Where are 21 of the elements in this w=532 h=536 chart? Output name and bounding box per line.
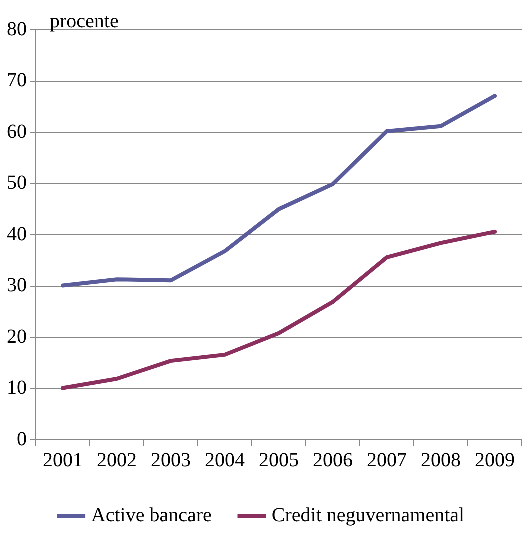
y-axis-title: procente — [50, 10, 119, 32]
y-tick-label: 70 — [7, 70, 27, 92]
legend-label: Active bancare — [91, 504, 212, 526]
x-tick-label: 2002 — [97, 449, 137, 472]
x-tick-label: 2005 — [259, 449, 299, 472]
x-tick-label: 2009 — [475, 449, 515, 472]
x-tick-label: 2006 — [313, 449, 353, 472]
y-tick-label: 0 — [17, 428, 27, 450]
x-tick-label: 2007 — [367, 449, 407, 472]
y-tick-label: 30 — [7, 274, 27, 296]
x-tick-label: 2004 — [205, 449, 245, 472]
y-tick-label: 50 — [7, 172, 27, 194]
y-tick-label: 40 — [7, 223, 27, 246]
y-tick-label: 20 — [7, 326, 27, 348]
y-tick-label: 10 — [7, 377, 27, 399]
x-tick-label: 2008 — [421, 449, 461, 472]
x-tick-label: 2003 — [151, 449, 191, 472]
legend-label: Credit neguvernamental — [272, 504, 466, 526]
y-tick-label: 80 — [7, 18, 27, 40]
x-tick-label: 2001 — [43, 449, 83, 472]
y-tick-label: 60 — [7, 120, 27, 143]
